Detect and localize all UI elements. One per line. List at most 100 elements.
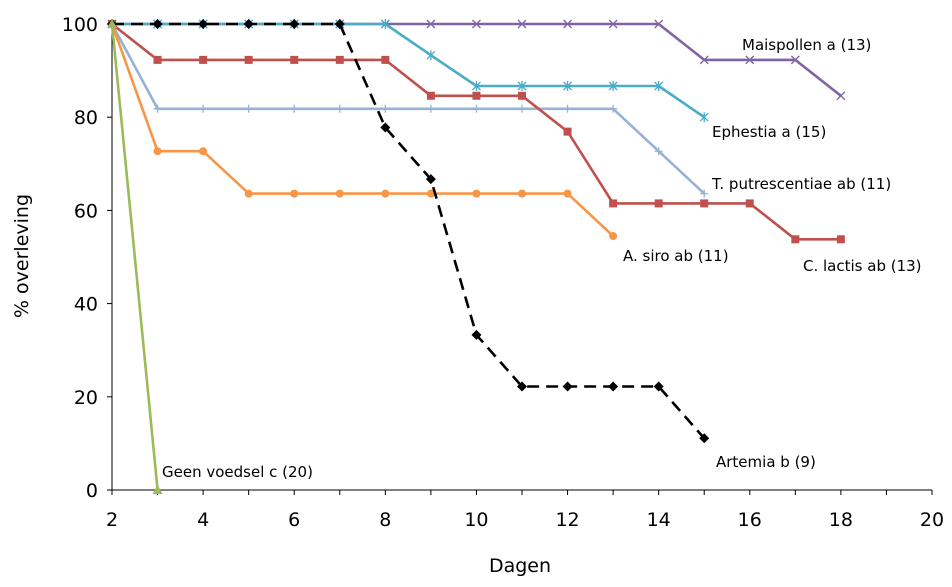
x-tick-label: 12 xyxy=(555,509,579,531)
asterisk-marker xyxy=(563,80,573,91)
circle-marker xyxy=(290,189,299,198)
x-tick-label: 20 xyxy=(920,509,944,531)
x-marker xyxy=(654,19,664,29)
asterisk-marker xyxy=(517,80,527,91)
series-1 xyxy=(107,19,709,123)
plus-marker xyxy=(381,104,390,113)
asterisk-marker xyxy=(608,80,618,91)
square-marker xyxy=(609,199,618,208)
plus-marker xyxy=(472,104,481,113)
y-tick-label: 60 xyxy=(74,200,98,222)
x-marker xyxy=(790,55,800,65)
series-line xyxy=(112,22,706,440)
diamond-marker xyxy=(152,19,163,29)
series-5 xyxy=(107,19,710,444)
circle-marker xyxy=(518,189,526,198)
series-4 xyxy=(108,20,618,241)
x-marker xyxy=(745,55,755,65)
axes: 0 20 40 60 80 100 2 4 6 8 10 12 14 16 18 20 xyxy=(62,14,944,531)
square-marker xyxy=(791,235,800,244)
x-marker xyxy=(471,19,481,29)
plus-marker xyxy=(426,104,435,113)
y-tick-label: 0 xyxy=(86,480,98,502)
asterisk-marker xyxy=(654,80,664,91)
plus-marker xyxy=(335,104,344,113)
circle-marker xyxy=(153,147,162,156)
diamond-marker xyxy=(380,122,391,133)
diamond-marker xyxy=(699,433,710,444)
square-marker xyxy=(244,55,253,64)
circle-marker xyxy=(609,232,618,241)
triangle-marker xyxy=(152,485,163,494)
circle-marker xyxy=(472,189,481,198)
square-marker xyxy=(381,55,390,64)
x-marker xyxy=(836,91,846,101)
y-axis-label: % overleving xyxy=(11,194,33,318)
square-marker xyxy=(426,91,435,100)
plus-marker xyxy=(654,147,663,156)
plus-marker xyxy=(563,104,572,113)
x-tick-label: 4 xyxy=(197,509,209,531)
square-marker xyxy=(518,91,526,100)
square-marker xyxy=(153,55,162,64)
y-tick-label: 80 xyxy=(74,107,98,129)
asterisk-marker xyxy=(471,80,481,91)
circle-marker xyxy=(563,189,572,198)
x-tick-label: 8 xyxy=(379,509,391,531)
x-marker xyxy=(608,19,618,29)
series-label-6: Geen voedsel c (20) xyxy=(162,463,313,481)
diamond-marker xyxy=(653,381,664,392)
x-tick-label: 14 xyxy=(647,509,671,531)
square-marker xyxy=(745,199,754,208)
plus-marker xyxy=(244,104,253,113)
plus-marker xyxy=(153,104,162,113)
square-marker xyxy=(472,91,481,100)
circle-marker xyxy=(199,147,208,156)
diamond-marker xyxy=(471,329,482,340)
circle-marker xyxy=(381,189,390,198)
square-marker xyxy=(335,55,344,64)
circle-marker xyxy=(244,189,253,198)
series-line xyxy=(110,23,159,491)
square-marker xyxy=(290,55,299,64)
square-marker xyxy=(563,127,572,136)
series-label-3: C. lactis ab (13) xyxy=(803,257,922,275)
circle-marker xyxy=(335,189,344,198)
x-marker xyxy=(426,19,436,29)
x-tick-label: 2 xyxy=(106,509,118,531)
circle-marker xyxy=(426,189,435,198)
series-3 xyxy=(108,20,845,244)
y-tick-label: 40 xyxy=(74,294,98,316)
series-layer xyxy=(107,19,846,494)
series-label-4: A. siro ab (11) xyxy=(623,247,729,265)
square-marker xyxy=(836,235,845,244)
plus-marker xyxy=(700,189,709,198)
series-line xyxy=(110,23,706,195)
series-2 xyxy=(108,20,709,198)
x-tick-label: 10 xyxy=(464,509,488,531)
triangle-marker xyxy=(107,19,117,28)
plus-marker xyxy=(518,104,526,113)
x-marker xyxy=(563,19,573,29)
x-marker xyxy=(517,19,527,29)
diamond-marker xyxy=(608,381,619,392)
diamond-marker xyxy=(334,19,345,29)
asterisk-marker xyxy=(380,19,390,29)
series-label-5: Artemia b (9) xyxy=(716,453,816,471)
y-tick-label: 20 xyxy=(74,387,98,409)
series-label-0: Maispollen a (13) xyxy=(742,36,871,54)
diamond-marker xyxy=(562,381,573,392)
plus-marker xyxy=(609,104,618,113)
diamond-marker xyxy=(243,19,254,29)
series-label-2: T. putrescentiae ab (11) xyxy=(711,175,891,193)
square-marker xyxy=(654,199,663,208)
diamond-marker xyxy=(289,19,300,29)
series-line xyxy=(110,23,614,237)
diamond-marker xyxy=(517,381,527,392)
square-marker xyxy=(700,199,709,208)
diamond-marker xyxy=(198,19,209,29)
square-marker xyxy=(199,55,208,64)
y-tick-label: 100 xyxy=(62,14,98,36)
